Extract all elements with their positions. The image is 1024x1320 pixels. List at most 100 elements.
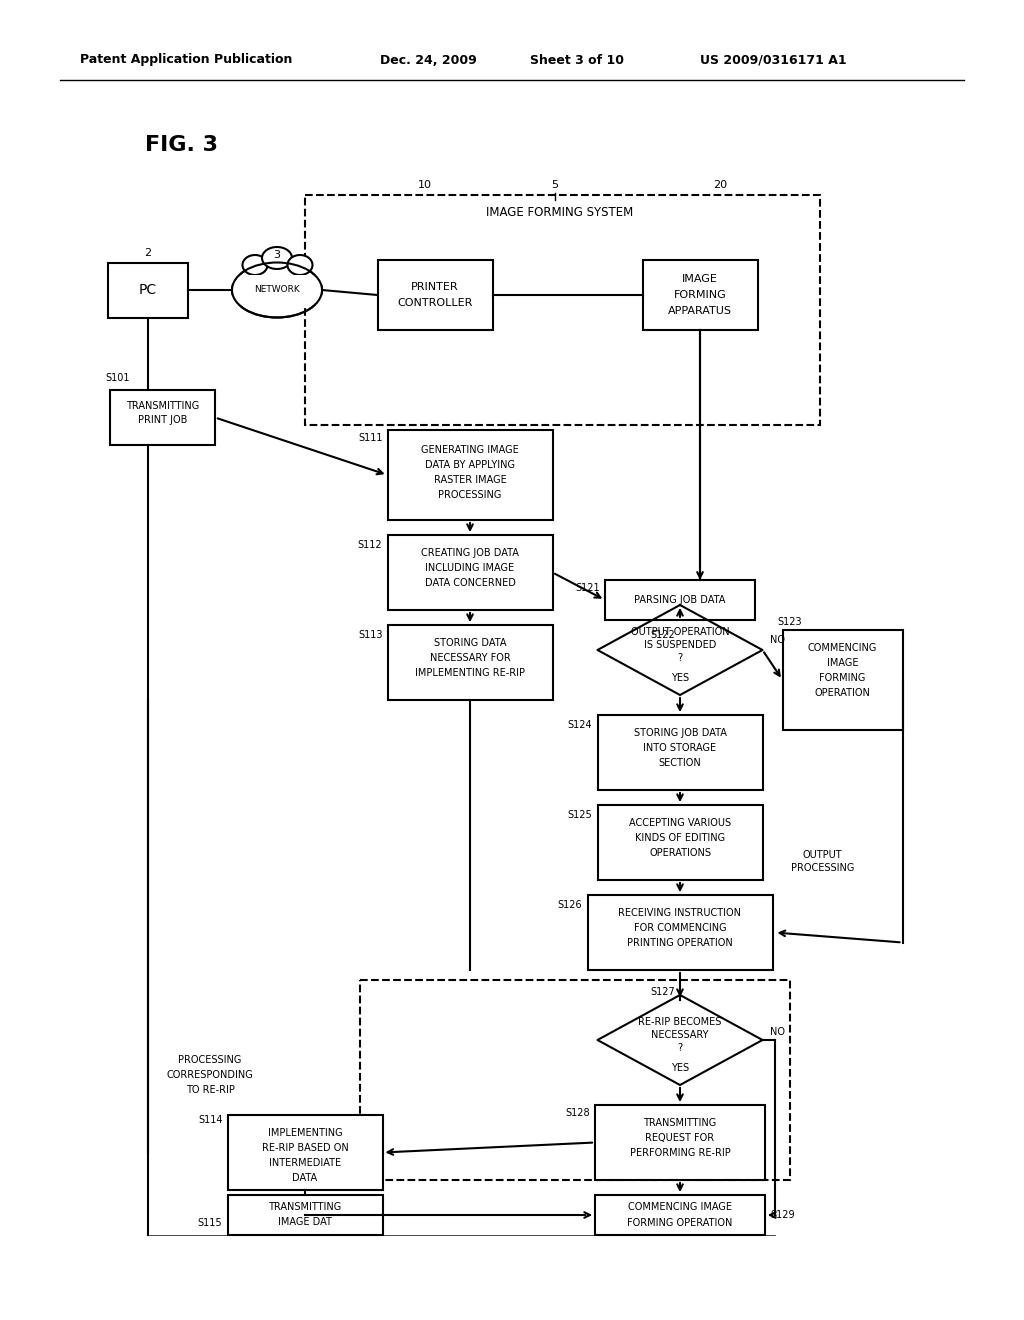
- Text: PRINTER: PRINTER: [412, 282, 459, 292]
- Text: KINDS OF EDITING: KINDS OF EDITING: [635, 833, 725, 843]
- Text: S101: S101: [105, 374, 129, 383]
- Text: ?: ?: [678, 1043, 683, 1053]
- Text: ACCEPTING VARIOUS: ACCEPTING VARIOUS: [629, 818, 731, 828]
- Ellipse shape: [288, 255, 312, 275]
- Text: IMAGE FORMING SYSTEM: IMAGE FORMING SYSTEM: [486, 206, 634, 219]
- Text: FIG. 3: FIG. 3: [145, 135, 218, 154]
- Text: OUTPUT OPERATION: OUTPUT OPERATION: [631, 627, 729, 638]
- FancyBboxPatch shape: [110, 389, 215, 445]
- Text: S123: S123: [777, 616, 802, 627]
- Text: RE-RIP BECOMES: RE-RIP BECOMES: [638, 1016, 722, 1027]
- FancyBboxPatch shape: [305, 195, 820, 425]
- Text: CREATING JOB DATA: CREATING JOB DATA: [421, 548, 519, 558]
- Text: IMPLEMENTING RE-RIP: IMPLEMENTING RE-RIP: [415, 668, 525, 678]
- FancyBboxPatch shape: [227, 1195, 383, 1236]
- Text: YES: YES: [671, 673, 689, 682]
- Text: S126: S126: [558, 900, 583, 909]
- Text: IMAGE DAT: IMAGE DAT: [279, 1217, 332, 1228]
- FancyBboxPatch shape: [595, 1195, 765, 1236]
- FancyBboxPatch shape: [387, 624, 553, 700]
- Polygon shape: [597, 605, 763, 696]
- Text: S121: S121: [575, 583, 600, 593]
- Text: TRANSMITTING: TRANSMITTING: [126, 401, 199, 411]
- FancyBboxPatch shape: [378, 260, 493, 330]
- Text: S122: S122: [650, 630, 675, 640]
- Text: PROCESSING: PROCESSING: [178, 1055, 242, 1065]
- Text: S124: S124: [568, 719, 593, 730]
- Text: OPERATIONS: OPERATIONS: [649, 847, 711, 858]
- Text: DATA CONCERNED: DATA CONCERNED: [425, 578, 515, 587]
- Text: COMMENCING IMAGE: COMMENCING IMAGE: [628, 1203, 732, 1212]
- Text: NETWORK: NETWORK: [254, 285, 300, 294]
- Text: FORMING: FORMING: [819, 673, 865, 682]
- FancyBboxPatch shape: [605, 579, 755, 620]
- Text: APPARATUS: APPARATUS: [668, 306, 732, 315]
- Text: NO: NO: [770, 1027, 785, 1038]
- Text: S114: S114: [198, 1115, 222, 1125]
- FancyBboxPatch shape: [360, 979, 790, 1180]
- Text: ?: ?: [678, 653, 683, 663]
- Text: PROCESSING: PROCESSING: [438, 490, 502, 500]
- Text: PRINT JOB: PRINT JOB: [138, 414, 187, 425]
- Text: PRINTING OPERATION: PRINTING OPERATION: [627, 939, 733, 948]
- Text: DATA BY APPLYING: DATA BY APPLYING: [425, 459, 515, 470]
- Text: OUTPUT: OUTPUT: [803, 850, 843, 861]
- FancyBboxPatch shape: [387, 535, 553, 610]
- Text: INTERMEDIATE: INTERMEDIATE: [269, 1158, 341, 1168]
- Text: PC: PC: [139, 282, 157, 297]
- Text: IMAGE: IMAGE: [682, 275, 718, 284]
- Text: S128: S128: [565, 1107, 590, 1118]
- Text: TRANSMITTING: TRANSMITTING: [268, 1203, 342, 1212]
- Text: RECEIVING INSTRUCTION: RECEIVING INSTRUCTION: [618, 908, 741, 917]
- Text: S113: S113: [358, 630, 383, 640]
- Text: S111: S111: [358, 433, 383, 444]
- Text: NECESSARY FOR: NECESSARY FOR: [430, 653, 510, 663]
- Text: RASTER IMAGE: RASTER IMAGE: [433, 475, 507, 484]
- Text: 5: 5: [552, 180, 558, 190]
- Text: PROCESSING: PROCESSING: [791, 863, 854, 873]
- Text: STORING DATA: STORING DATA: [434, 638, 506, 648]
- Text: INCLUDING IMAGE: INCLUDING IMAGE: [425, 564, 515, 573]
- FancyBboxPatch shape: [232, 275, 322, 305]
- Text: 2: 2: [144, 248, 152, 257]
- Text: CORRESPONDING: CORRESPONDING: [167, 1071, 253, 1080]
- Text: S115: S115: [198, 1218, 222, 1228]
- Text: US 2009/0316171 A1: US 2009/0316171 A1: [700, 54, 847, 66]
- Text: GENERATING IMAGE: GENERATING IMAGE: [421, 445, 519, 455]
- Text: IS SUSPENDED: IS SUSPENDED: [644, 640, 716, 649]
- Text: Patent Application Publication: Patent Application Publication: [80, 54, 293, 66]
- Text: Sheet 3 of 10: Sheet 3 of 10: [530, 54, 624, 66]
- FancyBboxPatch shape: [782, 630, 902, 730]
- Text: S129: S129: [770, 1210, 795, 1220]
- FancyBboxPatch shape: [588, 895, 772, 970]
- Text: 10: 10: [418, 180, 432, 190]
- FancyBboxPatch shape: [227, 1115, 383, 1191]
- Text: NO: NO: [770, 635, 785, 645]
- FancyBboxPatch shape: [597, 805, 763, 880]
- Text: 3: 3: [273, 249, 281, 260]
- Text: DATA: DATA: [293, 1173, 317, 1183]
- Text: S127: S127: [650, 987, 675, 997]
- Text: Dec. 24, 2009: Dec. 24, 2009: [380, 54, 477, 66]
- Text: FOR COMMENCING: FOR COMMENCING: [634, 923, 726, 933]
- Text: 20: 20: [713, 180, 727, 190]
- Text: IMAGE: IMAGE: [826, 657, 858, 668]
- Text: INTO STORAGE: INTO STORAGE: [643, 743, 717, 752]
- Polygon shape: [597, 995, 763, 1085]
- FancyBboxPatch shape: [597, 715, 763, 789]
- Text: TO RE-RIP: TO RE-RIP: [185, 1085, 234, 1096]
- Ellipse shape: [243, 255, 267, 275]
- FancyBboxPatch shape: [642, 260, 758, 330]
- Text: YES: YES: [671, 1063, 689, 1073]
- Text: STORING JOB DATA: STORING JOB DATA: [634, 729, 726, 738]
- Text: RE-RIP BASED ON: RE-RIP BASED ON: [261, 1143, 348, 1152]
- Text: NECESSARY: NECESSARY: [651, 1030, 709, 1040]
- FancyBboxPatch shape: [108, 263, 188, 318]
- Text: REQUEST FOR: REQUEST FOR: [645, 1133, 715, 1143]
- Text: S112: S112: [357, 540, 383, 550]
- Text: CONTROLLER: CONTROLLER: [397, 298, 473, 308]
- Text: FORMING: FORMING: [674, 290, 726, 300]
- Ellipse shape: [262, 247, 292, 269]
- Text: IMPLEMENTING: IMPLEMENTING: [267, 1129, 342, 1138]
- FancyBboxPatch shape: [387, 430, 553, 520]
